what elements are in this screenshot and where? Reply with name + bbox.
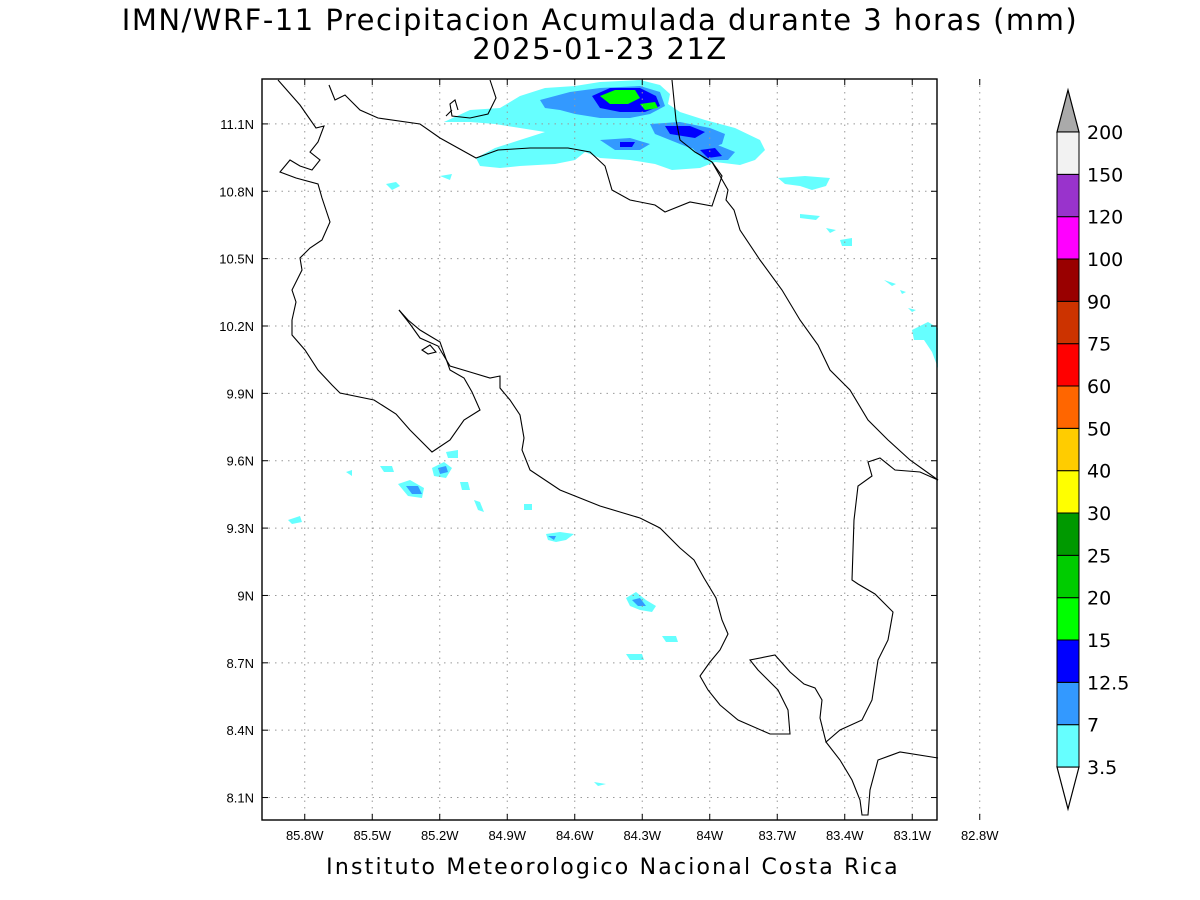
colorbar-swatch xyxy=(1056,131,1080,175)
colorbar-swatch xyxy=(1056,681,1080,726)
colorbar-level-label: 75 xyxy=(1087,334,1111,356)
lon-tick-label: 84W xyxy=(696,828,723,843)
colorbar-swatch xyxy=(1056,216,1080,260)
lon-tick-label: 83.7W xyxy=(758,828,796,843)
precip-area-north-band-7mm xyxy=(540,86,735,160)
coastlines-and-borders xyxy=(277,79,939,816)
axis-tick-marks xyxy=(262,79,981,820)
precip-area-north-band xyxy=(444,80,765,170)
precip-area-north-band-12mm xyxy=(592,88,722,158)
colorbar-level-label: 60 xyxy=(1087,376,1111,398)
nicaragua-panama-border-north xyxy=(671,79,713,163)
lat-tick-label: 9N xyxy=(237,588,254,603)
colorbar-level-label: 12.5 xyxy=(1087,672,1129,694)
lake-nicaragua-shore xyxy=(445,79,497,119)
colorbar-level-label: 40 xyxy=(1087,461,1111,483)
colorbar-swatch xyxy=(1056,470,1080,514)
colorbar-level-label: 25 xyxy=(1087,545,1111,567)
lat-tick-label: 8.4N xyxy=(227,723,254,738)
lat-tick-label: 8.1N xyxy=(227,791,254,806)
colorbar-swatch xyxy=(1056,554,1080,599)
lat-tick-label: 9.6N xyxy=(227,454,254,469)
lon-tick-label: 84.9W xyxy=(488,828,526,843)
lat-tick-label: 9.9N xyxy=(227,386,254,401)
colorbar-under-arrow xyxy=(1056,766,1080,812)
precip-area-nicaragua-lake xyxy=(386,174,452,190)
nicaragua-border-line xyxy=(328,84,723,213)
lon-tick-label: 82.8W xyxy=(961,828,999,843)
colorbar-swatch xyxy=(1056,343,1080,387)
lon-tick-label: 83.4W xyxy=(826,828,864,843)
precip-area-south-cells xyxy=(594,592,678,786)
lon-tick-label: 85.5W xyxy=(353,828,391,843)
colorbar-swatch xyxy=(1056,300,1080,345)
lon-tick-label: 84.3W xyxy=(623,828,661,843)
map-gridlines xyxy=(262,79,981,820)
colorbar-level-label: 20 xyxy=(1087,588,1111,610)
map-frame xyxy=(261,78,938,821)
colorbar-swatch xyxy=(1056,724,1080,768)
lon-tick-label: 85.8W xyxy=(286,828,324,843)
colorbar-level-label: 50 xyxy=(1087,418,1111,440)
latitude-tick-labels: 11.1N 10.8N 10.5N 10.2N 9.9N 9.6N 9.3N 9N 8.7N 8.… xyxy=(219,117,254,806)
colorbar-level-label: 100 xyxy=(1087,249,1123,271)
northwest-coastline xyxy=(277,79,481,453)
colorbar-swatch xyxy=(1056,512,1080,556)
precip-area-south-cells-7mm xyxy=(632,598,646,606)
colorbar-swatch xyxy=(1056,173,1080,218)
lat-tick-label: 11.1N xyxy=(220,117,254,132)
colorbar-swatch xyxy=(1056,258,1080,302)
lat-tick-label: 10.2N xyxy=(219,319,254,334)
lon-tick-label: 83.1W xyxy=(893,828,931,843)
map-title: IMN/WRF-11 Precipitacion Acumulada duran… xyxy=(121,3,1079,37)
colorbar-level-label: 150 xyxy=(1087,164,1123,186)
precipitation-field xyxy=(288,80,938,786)
precip-area-caribbean-3 xyxy=(884,280,938,368)
institution-footer: Instituto Meteorologico Nacional Costa R… xyxy=(326,855,900,880)
colorbar-level-label: 15 xyxy=(1087,630,1111,652)
colorbar-legend: 3.5 7 12.5 15 20 25 30 40 50 60 75 90 100 120 150 200 xyxy=(1056,87,1129,812)
colorbar-level-label: 120 xyxy=(1087,207,1123,229)
longitude-tick-labels: 85.8W 85.5W 85.2W 84.9W 84.6W 84.3W 84W 83.7W 83… xyxy=(286,828,999,843)
lon-tick-label: 84.6W xyxy=(556,828,594,843)
precip-area-caribbean-2 xyxy=(800,214,852,246)
precip-area-north-band-15mm xyxy=(600,90,658,110)
lat-tick-label: 10.8N xyxy=(219,184,254,199)
colorbar-level-label: 7 xyxy=(1087,715,1099,737)
colorbar-swatch xyxy=(1056,597,1080,641)
lon-tick-label: 85.2W xyxy=(421,828,459,843)
gulf-of-nicoya-island xyxy=(420,344,437,355)
lat-tick-label: 8.7N xyxy=(227,656,254,671)
lat-tick-label: 10.5N xyxy=(219,252,254,267)
map-date-subtitle: 2025-01-23 21Z xyxy=(472,32,728,66)
map-panel: 85.8W 85.5W 85.2W 84.9W 84.6W 84.3W 84W 83.7W 83… xyxy=(219,78,999,843)
precip-area-nicoya-cells-7mm xyxy=(406,466,556,540)
colorbar-swatch xyxy=(1056,639,1080,683)
caribbean-coastline xyxy=(711,161,939,481)
colorbar-level-label: 30 xyxy=(1087,503,1111,525)
colorbar-over-arrow xyxy=(1056,87,1080,133)
burica-peninsula-line xyxy=(825,741,939,816)
colorbar-swatch xyxy=(1056,427,1080,472)
colorbar-level-label: 90 xyxy=(1087,291,1111,313)
lat-tick-label: 9.3N xyxy=(227,521,254,536)
colorbar-swatch xyxy=(1056,385,1080,429)
colorbar-level-label: 3.5 xyxy=(1087,757,1117,779)
precip-area-caribbean-1 xyxy=(778,176,830,190)
pacific-coastline-central xyxy=(398,309,939,743)
colorbar-level-label: 200 xyxy=(1087,122,1123,144)
